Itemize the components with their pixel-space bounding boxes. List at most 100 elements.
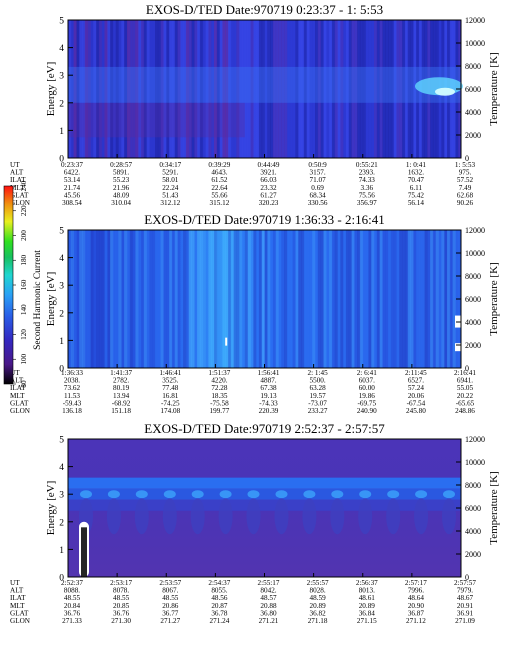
- colorbar-label: Second Harmonic Current: [33, 250, 43, 350]
- spectrogram-streak: [118, 20, 122, 158]
- table-cell: -67.54: [407, 399, 426, 407]
- spectrogram-streak: [138, 20, 142, 158]
- panel-3: EXOS-D/TED Date:970719 2:52:37 - 2:57:57…: [10, 421, 500, 625]
- spectrogram-streak: [427, 230, 431, 368]
- table-cell: 58.01: [162, 176, 179, 184]
- spectrogram-streak: [110, 20, 114, 158]
- table-cell: 1:41:37: [110, 369, 132, 377]
- table-row-label: GLAT: [10, 399, 29, 407]
- spectrogram-streak: [174, 20, 178, 158]
- spectrogram-streak: [379, 20, 383, 158]
- spectrogram-streak: [261, 20, 265, 158]
- table-cell: 0:39:29: [208, 161, 230, 169]
- spectrogram-streak: [93, 230, 97, 368]
- spectrogram-streak: [303, 20, 308, 158]
- table-cell: 2:57:57: [454, 579, 476, 587]
- contour-lobe: [442, 498, 456, 535]
- spectrogram-streak: [70, 20, 75, 158]
- table-cell: 356.97: [357, 199, 377, 207]
- y-tick-label: 3: [59, 491, 64, 501]
- table-cell: 48.55: [64, 594, 81, 602]
- spectrogram-streak: [135, 230, 139, 368]
- spectrogram-streak: [334, 20, 338, 158]
- spectrogram-streak: [289, 20, 294, 158]
- spectrogram-streak: [98, 20, 103, 158]
- spectrogram-streak: [143, 20, 148, 158]
- spectrogram-streak: [208, 20, 212, 158]
- spectrogram-streak: [160, 20, 164, 158]
- spectrogram-streak: [323, 230, 327, 368]
- spectrogram-streak: [70, 230, 75, 368]
- table-cell: -74.33: [259, 399, 278, 407]
- table-cell: 55.05: [457, 384, 474, 392]
- spectrogram-streak: [205, 20, 209, 158]
- spectrogram-streak: [390, 20, 395, 158]
- contour-blob: [331, 490, 344, 499]
- contour-band: [68, 477, 461, 489]
- spectrogram-streak: [183, 20, 187, 158]
- contour-lobe: [106, 498, 121, 535]
- spectrogram-streak: [143, 230, 148, 368]
- spectrogram-streak: [329, 20, 333, 158]
- table-cell: 1: 5:53: [455, 161, 476, 169]
- spectrogram-streak: [402, 230, 406, 368]
- table-cell: 8042.: [260, 587, 276, 595]
- table-cell: 1:51:37: [208, 369, 230, 377]
- spectrogram-streak: [326, 20, 330, 158]
- spectrogram-streak: [295, 230, 299, 368]
- spectrogram-streak: [362, 230, 367, 368]
- table-cell: 271.33: [62, 617, 82, 625]
- table-cell: 310.04: [111, 199, 131, 207]
- table-cell: 2:53:57: [159, 579, 181, 587]
- table-cell: 55.23: [113, 176, 130, 184]
- table-cell: 36.78: [211, 609, 228, 617]
- spectrogram-streak: [396, 230, 400, 368]
- spectrogram-streak: [264, 230, 268, 368]
- spectrogram-streak: [292, 20, 296, 158]
- table-cell: -65.65: [456, 399, 475, 407]
- table-cell: 62.68: [457, 191, 474, 199]
- spectrogram-streak: [112, 20, 117, 158]
- spectrogram-streak: [331, 20, 336, 158]
- spectrogram-streak: [244, 20, 249, 158]
- table-cell: 245.80: [406, 407, 426, 415]
- table-row-label: ALT: [10, 169, 24, 177]
- spectrogram-streak: [306, 230, 310, 368]
- table-cell: 199.77: [210, 407, 230, 415]
- marker-core: [81, 527, 87, 577]
- table-cell: 20.06: [408, 392, 425, 400]
- contour-blob: [387, 490, 400, 499]
- spectrogram-streak: [152, 20, 156, 158]
- y-tick-label: 3: [59, 282, 64, 292]
- table-cell: 151.18: [111, 407, 131, 415]
- table-cell: 0:23:37: [61, 161, 83, 169]
- spectrogram-streak: [287, 230, 291, 368]
- table-cell: 60.00: [359, 384, 376, 392]
- bright-column: [178, 230, 265, 368]
- spectrogram-streak: [115, 20, 119, 158]
- spectrogram-streak: [345, 20, 350, 158]
- y2-tick-label: 6000: [465, 504, 481, 513]
- table-cell: 2:54:37: [208, 579, 230, 587]
- table-cell: 271.24: [210, 617, 230, 625]
- spectrogram-streak: [202, 20, 206, 158]
- table-cell: 174.08: [160, 407, 180, 415]
- table-cell: 36.76: [64, 609, 81, 617]
- table-cell: 2:53:17: [110, 579, 132, 587]
- spectrogram-streak: [357, 230, 361, 368]
- spectrogram-streak: [354, 230, 358, 368]
- y-axis-label: Energy [eV]: [45, 481, 57, 535]
- table-row-label: ALT: [10, 377, 24, 385]
- y-tick-label: 5: [59, 17, 64, 27]
- spectrogram-streak: [306, 20, 310, 158]
- spectrogram-streak: [152, 230, 156, 368]
- contour-lobe: [358, 498, 373, 535]
- table-cell: 36.76: [113, 609, 130, 617]
- spectrogram-streak: [351, 20, 355, 158]
- spectrogram-streak: [121, 230, 125, 368]
- spectrogram-streak: [298, 20, 302, 158]
- spectrogram-streak: [157, 230, 162, 368]
- spectrogram-streak: [73, 230, 77, 368]
- spectrogram-streak: [301, 20, 305, 158]
- table-cell: 0:28:57: [110, 161, 132, 169]
